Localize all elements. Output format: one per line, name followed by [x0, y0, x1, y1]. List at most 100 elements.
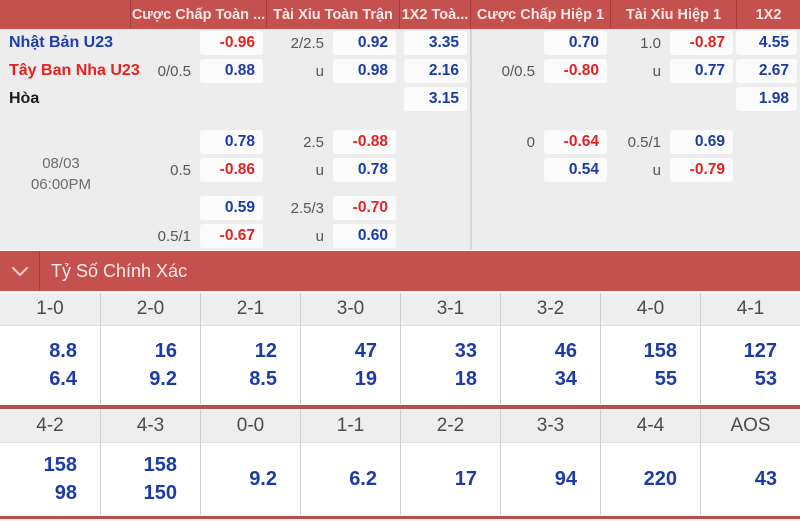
score-odds-value[interactable]: 53 — [754, 368, 777, 390]
hdp-ft-home-cell: -0.96 — [130, 31, 266, 55]
score-cell-4-0: 4-0 158 55 — [600, 293, 700, 404]
odds-value[interactable]: 2.16 — [404, 59, 467, 83]
handicap-line: 0.5 — [170, 161, 191, 179]
odds-value[interactable]: -0.79 — [670, 158, 733, 182]
score-odds-value[interactable]: 98 — [54, 482, 77, 504]
score-odds-value[interactable]: 158 — [643, 340, 677, 362]
odds-value[interactable]: -0.87 — [670, 31, 733, 55]
score-odds-value[interactable]: 9.2 — [149, 368, 177, 390]
score-label: 3-2 — [501, 293, 600, 326]
odds-value[interactable]: 0.78 — [200, 130, 263, 154]
score-odds-value[interactable]: 18 — [454, 368, 477, 390]
odds-row-line2-top: 0.78 2.5 -0.88 0 -0.64 0.5/1 0.69 — [0, 128, 800, 156]
odds-value[interactable]: -0.88 — [333, 130, 396, 154]
score-cell-4-4: 4-4 220 — [600, 410, 700, 515]
handicap-line: 0/0.5 — [157, 62, 191, 80]
odds-value[interactable]: -0.86 — [200, 158, 263, 182]
home-team-name: Nhật Bản U23 — [9, 34, 114, 51]
hdp-h1-cell: 0.54 — [470, 158, 610, 182]
odds-value[interactable]: 3.15 — [404, 87, 467, 111]
odds-value[interactable]: 4.55 — [736, 31, 797, 55]
1x2-ft-draw-cell: 3.15 — [399, 87, 470, 111]
score-odds-value[interactable]: 34 — [554, 368, 577, 390]
ou-ft-under-cell: u 0.78 — [266, 158, 399, 182]
score-odds-value[interactable]: 33 — [454, 340, 477, 362]
score-odds-value[interactable]: 19 — [354, 368, 377, 390]
header-handicap-firsthalf: Cược Chấp Hiệp 1 — [470, 0, 610, 29]
score-label: 1-1 — [301, 410, 400, 443]
odds-value[interactable]: -0.64 — [544, 130, 607, 154]
score-cell-3-1: 3-1 33 18 — [400, 293, 500, 404]
odds-value[interactable]: 3.35 — [404, 31, 467, 55]
score-label: 0-0 — [201, 410, 300, 443]
ou-h1-under-cell: u 0.77 — [610, 59, 736, 83]
score-odds-value[interactable]: 43 — [754, 468, 777, 490]
header-overunder-firsthalf: Tài Xỉu Hiệp 1 — [610, 0, 736, 29]
ou-ft-under-cell: u 0.60 — [266, 224, 399, 248]
score-label: 2-0 — [101, 293, 200, 326]
score-cell-3-2: 3-2 46 34 — [500, 293, 600, 404]
score-label: 1-0 — [0, 293, 100, 326]
odds-value[interactable]: 0.60 — [333, 224, 396, 248]
overunder-line: 1.0 — [640, 34, 661, 52]
odds-value[interactable]: 1.98 — [736, 87, 797, 111]
odds-value[interactable]: 0.69 — [670, 130, 733, 154]
score-cell-4-1: 4-1 127 53 — [700, 293, 800, 404]
score-odds-value[interactable]: 12 — [254, 340, 277, 362]
hdp-h1-away-cell: 0/0.5 -0.80 — [470, 59, 610, 83]
score-odds-value[interactable]: 127 — [743, 340, 777, 362]
odds-value[interactable]: 0.88 — [200, 59, 263, 83]
odds-value[interactable]: -0.80 — [544, 59, 607, 83]
score-odds-value[interactable]: 8.5 — [249, 368, 277, 390]
overunder-line: 0.5/1 — [627, 133, 661, 151]
odds-value[interactable]: 0.54 — [544, 158, 607, 182]
odds-value[interactable]: -0.96 — [200, 31, 263, 55]
score-odds-value[interactable]: 17 — [454, 468, 477, 490]
score-label: 4-4 — [601, 410, 700, 443]
odds-value[interactable]: 0.77 — [670, 59, 733, 83]
score-cell-2-2: 2-2 17 — [400, 410, 500, 515]
score-cell-3-0: 3-0 47 19 — [300, 293, 400, 404]
odds-row-home: Nhật Bản U23 -0.96 2/2.5 0.92 3.35 0.70 … — [0, 29, 800, 57]
ou-h1-over-cell: 1.0 -0.87 — [610, 31, 736, 55]
odds-row-away: Tây Ban Nha U23 0/0.5 0.88 u 0.98 2.16 0… — [0, 57, 800, 85]
score-odds-value[interactable]: 220 — [643, 468, 677, 490]
odds-table-section: Cược Chấp Toàn ... Tài Xỉu Toàn Trận 1X2… — [0, 0, 800, 250]
1x2-ft-home-cell: 3.35 — [399, 31, 470, 55]
odds-value[interactable]: -0.70 — [333, 196, 396, 220]
odds-value[interactable]: 2.67 — [736, 59, 797, 83]
odds-value[interactable]: 0.78 — [333, 158, 396, 182]
score-odds-value[interactable]: 150 — [143, 482, 177, 504]
overunder-line: u — [315, 62, 324, 80]
odds-value[interactable]: 0.59 — [200, 196, 263, 220]
score-odds-value[interactable]: 16 — [154, 340, 177, 362]
score-label: 2-2 — [401, 410, 500, 443]
odds-value[interactable]: -0.67 — [200, 224, 263, 248]
collapse-toggle-button[interactable] — [0, 251, 40, 291]
score-odds-value[interactable]: 6.2 — [349, 468, 377, 490]
score-odds-value[interactable]: 55 — [654, 368, 677, 390]
score-odds-value[interactable]: 6.4 — [49, 368, 77, 390]
score-odds-value[interactable]: 46 — [554, 340, 577, 362]
odds-value[interactable]: 0.92 — [333, 31, 396, 55]
odds-value[interactable]: 0.70 — [544, 31, 607, 55]
hdp-h1-cell: 0 -0.64 — [470, 130, 610, 154]
header-teams-col — [0, 0, 130, 29]
odds-value[interactable]: 0.98 — [333, 59, 396, 83]
overunder-line: 2.5/3 — [290, 199, 324, 217]
score-odds-value[interactable]: 94 — [554, 468, 577, 490]
odds-row-line2-bottom: 0.5 -0.86 u 0.78 0.54 u -0.79 — [0, 156, 800, 184]
score-cell-2-0: 2-0 16 9.2 — [100, 293, 200, 404]
hdp-ft-cell: 0.78 — [130, 130, 266, 154]
score-odds-value[interactable]: 47 — [354, 340, 377, 362]
score-odds-value[interactable]: 8.8 — [49, 340, 77, 362]
header-handicap-fulltime: Cược Chấp Toàn ... — [130, 0, 266, 29]
score-odds-value[interactable]: 158 — [143, 454, 177, 476]
ou-ft-over-cell: 2.5 -0.88 — [266, 130, 399, 154]
score-odds-value[interactable]: 9.2 — [249, 468, 277, 490]
score-odds-value[interactable]: 158 — [43, 454, 77, 476]
score-cell-3-3: 3-3 94 — [500, 410, 600, 515]
odds-row-draw: Hòa 3.15 1.98 — [0, 85, 800, 113]
ou-h1-over-cell: 0.5/1 0.69 — [610, 130, 736, 154]
score-cell-4-3: 4-3 158 150 — [100, 410, 200, 515]
